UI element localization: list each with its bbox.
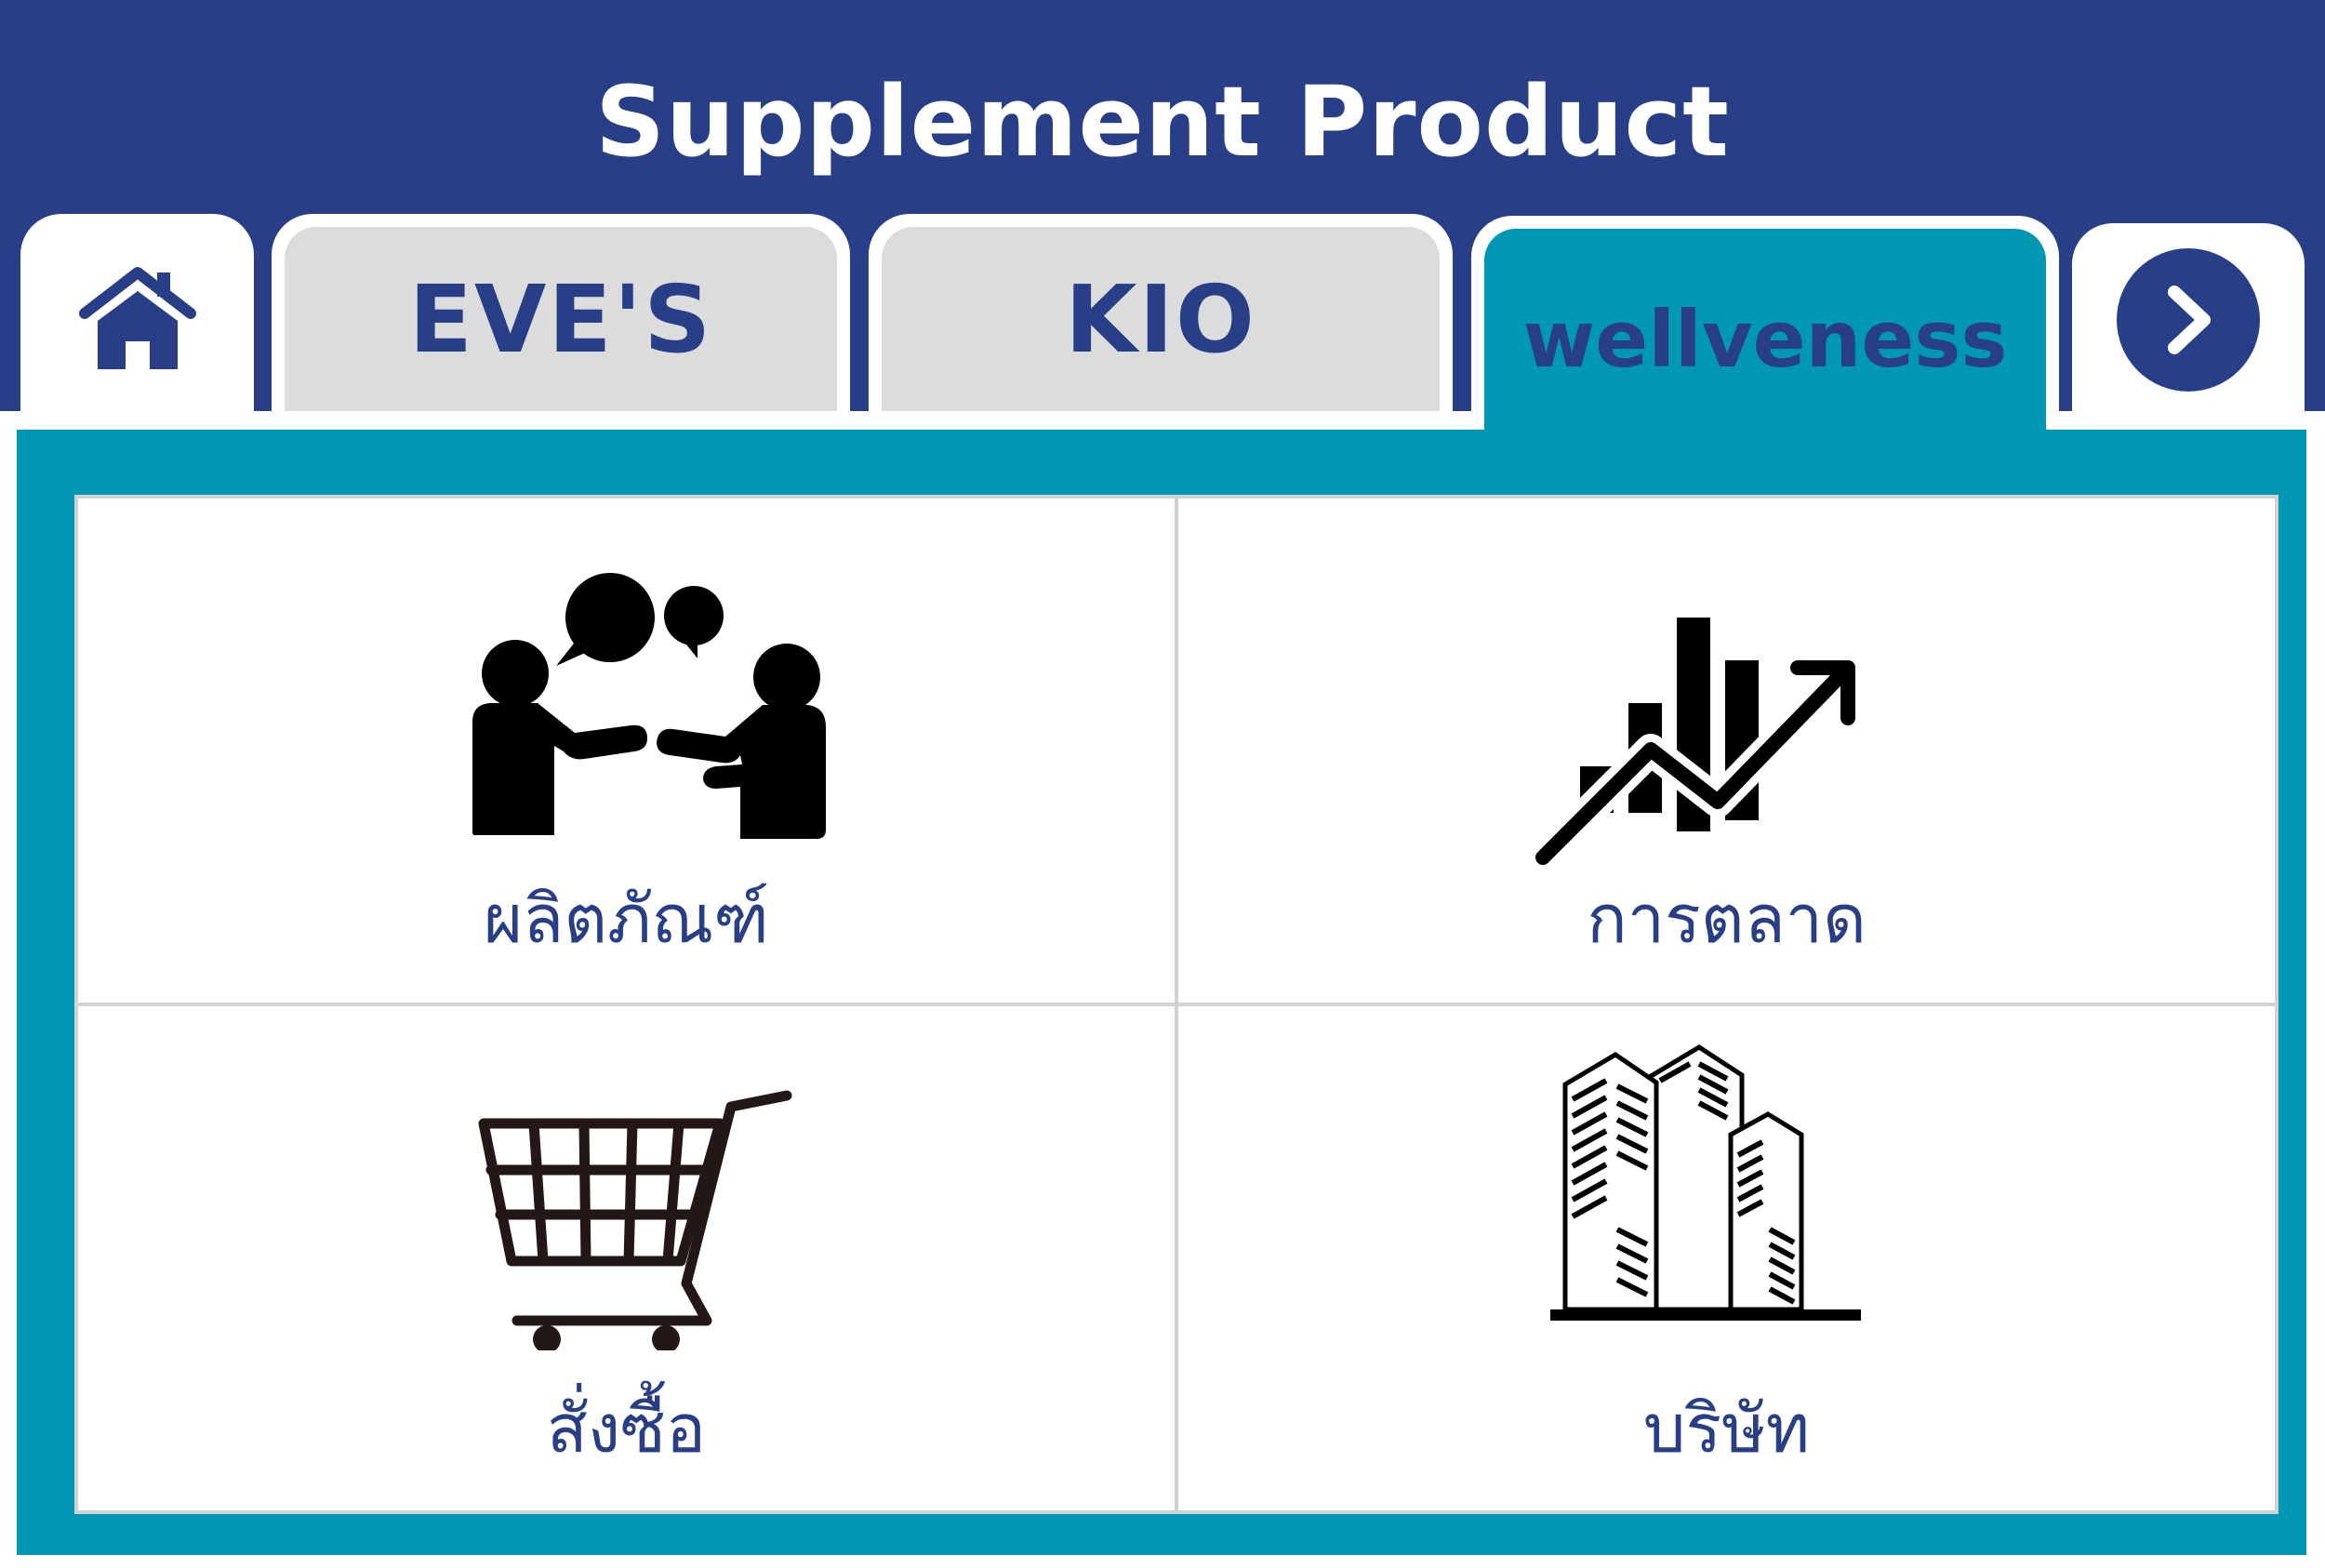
page-title: Supplement Product (595, 65, 1730, 179)
tab-home[interactable] (20, 214, 254, 428)
next-button[interactable] (2117, 248, 2260, 392)
menu-item-label: สั่งซื้อ (546, 1389, 707, 1468)
tab-wellveness[interactable]: wellveness (1471, 216, 2059, 430)
buildings-icon (1550, 1044, 1861, 1321)
tab-eves-label: EVE'S (285, 227, 837, 411)
menu-item-label: การตลาด (1587, 880, 1867, 958)
people-talking-icon (472, 573, 826, 839)
menu-item-company[interactable]: บริษัท (1178, 1006, 2275, 1510)
tab-kio[interactable]: KIO (869, 214, 1453, 411)
menu-item-label: ผลิตภัณฑ์ (483, 880, 770, 958)
menu-item-order[interactable]: สั่งซื้อ (78, 1006, 1175, 1510)
tab-kio-label: KIO (882, 227, 1440, 411)
home-icon (78, 267, 196, 369)
shopping-cart-icon (478, 1090, 792, 1350)
tab-wellveness-label: wellveness (1484, 229, 2046, 430)
chevron-right-icon (2168, 286, 2211, 354)
menu-item-label: บริษัท (1642, 1389, 1811, 1468)
menu-item-products[interactable]: ผลิตภัณฑ์ (78, 498, 1175, 1003)
tab-eves[interactable]: EVE'S (272, 214, 850, 411)
tab-next[interactable] (2072, 223, 2305, 430)
growth-chart-icon (1532, 618, 1860, 867)
menu-item-marketing[interactable]: การตลาด (1178, 498, 2275, 1003)
menu-grid: ผลิตภัณฑ์ การตลาด (74, 495, 2278, 1514)
